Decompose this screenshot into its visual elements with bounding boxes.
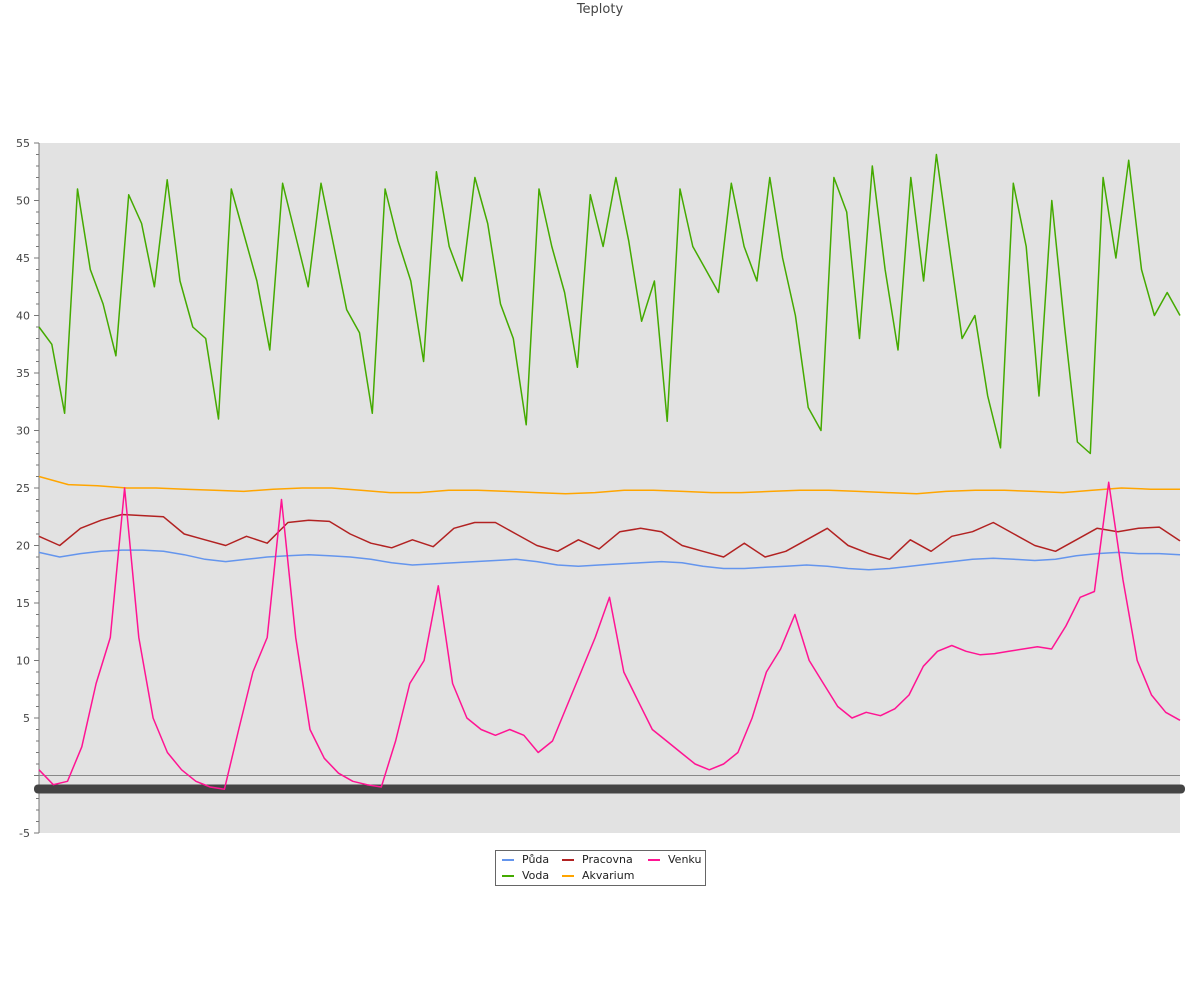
x-tick-labels-band (34, 784, 1185, 794)
legend-swatch (502, 859, 514, 861)
legend: Půda Pracovna Venku Voda Akvarium (495, 850, 706, 886)
y-tick-label: 30 (16, 425, 30, 438)
series-line-voda (38, 153, 1181, 455)
y-tick-label: 55 (16, 137, 30, 150)
y-tick-label: 5 (23, 712, 30, 725)
y-tick-label: 25 (16, 482, 30, 495)
legend-item: Voda (502, 869, 549, 883)
legend-swatch (502, 875, 514, 877)
chart-title: Teploty (576, 2, 624, 17)
y-tick-label: 35 (16, 367, 30, 380)
y-tick-label: 15 (16, 597, 30, 610)
series-layer (38, 153, 1181, 791)
series-line-akvarium (38, 475, 1180, 495)
y-tick-label: 40 (16, 310, 30, 323)
legend-label: Voda (522, 869, 550, 882)
y-tick-label: 45 (16, 252, 30, 265)
y-tick-label: -5 (19, 827, 30, 840)
legend-item: Půda (502, 853, 549, 867)
legend-swatch (648, 859, 660, 861)
legend-label: Akvarium (582, 869, 635, 882)
legend-swatch (562, 875, 574, 877)
y-tick-label: 50 (16, 195, 30, 208)
legend-item: Akvarium (562, 869, 634, 883)
legend-item: Venku (648, 853, 701, 867)
series-line-půda (38, 549, 1181, 571)
series-line-venku (38, 481, 1181, 791)
y-tick-label: 10 (16, 655, 30, 668)
legend-label: Venku (668, 853, 702, 866)
legend-swatch (562, 859, 574, 861)
legend-label: Půda (522, 853, 550, 866)
legend-label: Pracovna (582, 853, 633, 866)
series-line-pracovna (38, 513, 1181, 561)
plot-area (39, 143, 1180, 833)
y-tick-label: 20 (16, 540, 30, 553)
legend-item: Pracovna (562, 853, 633, 867)
y-axis: -5 5 10 15 20 25 30 35 40 45 50 55 (16, 137, 1185, 840)
